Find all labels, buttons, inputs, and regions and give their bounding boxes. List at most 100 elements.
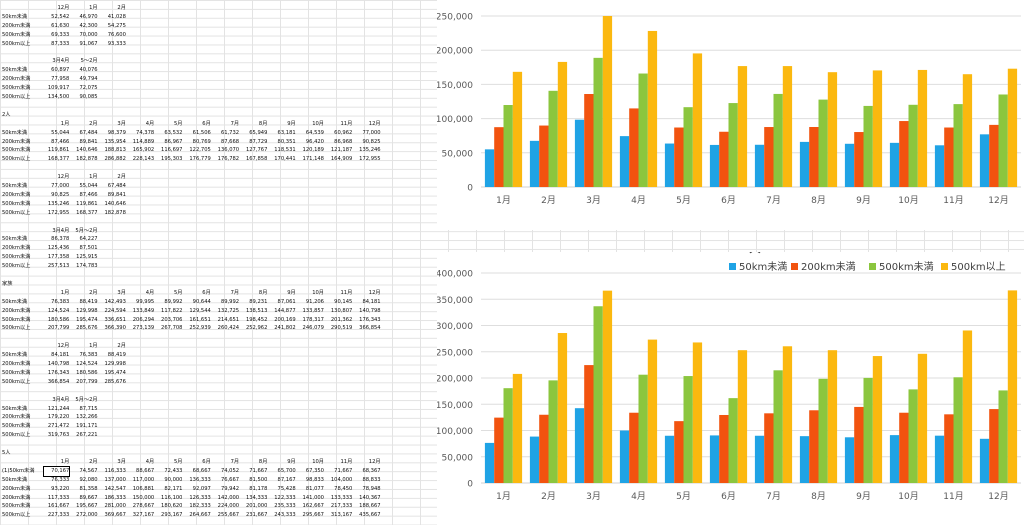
data-cell[interactable]: 8月 [258, 120, 268, 127]
data-cell[interactable]: 140,798 [47, 361, 70, 367]
data-cell[interactable]: 435,667 [359, 512, 381, 519]
data-cell[interactable]: 84,181 [51, 352, 70, 359]
data-cell[interactable]: 167,858 [245, 156, 268, 163]
data-cell[interactable]: 61,732 [220, 129, 240, 136]
row-label-cell[interactable]: 50km未満 [2, 476, 28, 483]
data-cell[interactable]: 84,181 [362, 298, 381, 305]
data-cell[interactable]: 89,231 [249, 298, 268, 305]
data-cell[interactable]: 4月 [145, 458, 155, 465]
data-cell[interactable]: 61,506 [192, 129, 211, 136]
row-label-cell[interactable]: 50km未満 [2, 298, 28, 305]
row-label-cell[interactable]: 50km未満 [2, 67, 28, 74]
data-cell[interactable]: 116,333 [104, 467, 126, 474]
data-cell[interactable]: 69,333 [51, 31, 70, 38]
data-cell[interactable]: 1月 [60, 458, 70, 465]
data-cell[interactable]: 177,358 [47, 254, 70, 261]
data-cell[interactable]: 136,333 [189, 476, 211, 483]
data-cell[interactable]: 76,383 [51, 298, 70, 305]
data-cell[interactable]: 86,968 [334, 138, 353, 145]
data-cell[interactable]: 41,028 [107, 13, 126, 20]
data-cell[interactable]: 252,962 [245, 325, 268, 332]
row-label-cell[interactable]: 500km未満 [2, 31, 31, 38]
row-label-cell[interactable]: 500km以上 [2, 156, 31, 163]
data-cell[interactable]: 12月 [368, 120, 381, 127]
data-cell[interactable]: 64,539 [305, 129, 324, 136]
row-label-cell[interactable]: 500km以上 [2, 512, 31, 519]
data-cell[interactable]: 203,706 [161, 316, 183, 323]
data-cell[interactable]: 88,833 [362, 476, 381, 483]
data-cell[interactable]: 90,145 [334, 298, 353, 305]
data-cell[interactable]: 87,466 [51, 138, 70, 145]
data-cell[interactable]: 5月 [173, 458, 183, 465]
data-cell[interactable]: 70,000 [79, 31, 98, 38]
data-cell[interactable]: 76,667 [220, 476, 240, 483]
data-cell[interactable]: 122,333 [274, 494, 296, 501]
data-cell[interactable]: 74,378 [136, 129, 155, 136]
row-label-cell[interactable]: 200km未満 [2, 414, 31, 421]
data-cell[interactable]: 54,275 [107, 22, 126, 29]
data-cell[interactable]: 217,333 [330, 503, 353, 510]
data-cell[interactable]: 76,383 [79, 352, 98, 359]
chart-top[interactable]: 0 50,000 100,000 150,000 200,000 250,000 1月 2月 3… [437, 0, 1024, 230]
data-cell[interactable]: 91,206 [305, 298, 324, 305]
row-label-cell[interactable]: 500km以上 [2, 94, 31, 100]
data-cell[interactable]: 5月 [173, 120, 183, 127]
data-cell[interactable]: 55,044 [79, 183, 98, 189]
row-label-cell[interactable]: 5人 [2, 450, 11, 456]
data-cell[interactable]: 118,531 [274, 147, 296, 154]
data-cell[interactable]: 231,667 [245, 512, 268, 519]
data-cell[interactable]: 124,524 [76, 361, 98, 367]
data-cell[interactable]: 3月4月 [52, 58, 70, 65]
data-cell[interactable]: 7月 [230, 458, 240, 465]
data-cell[interactable]: 5月〜2月 [75, 227, 98, 234]
data-cell[interactable]: 214,651 [217, 316, 240, 323]
data-cell[interactable]: 98,833 [305, 476, 324, 483]
data-cell[interactable]: 273,139 [132, 325, 155, 332]
row-label-cell[interactable]: 50km未満 [2, 405, 28, 412]
row-label-cell[interactable]: 500km未満 [2, 254, 31, 261]
data-cell[interactable]: 134,333 [245, 494, 268, 501]
data-cell[interactable]: 5〜2月 [80, 58, 98, 65]
data-cell[interactable]: 182,878 [76, 156, 98, 163]
data-cell[interactable]: 88,667 [136, 467, 155, 474]
data-cell[interactable]: 255,667 [217, 512, 240, 519]
data-cell[interactable]: 12月 [368, 458, 381, 465]
data-cell[interactable]: 92,080 [79, 476, 98, 483]
row-label-cell[interactable]: 200km未満 [2, 22, 31, 29]
data-cell[interactable]: 86,967 [164, 138, 183, 145]
data-cell[interactable]: 77,000 [51, 183, 70, 189]
data-cell[interactable]: 87,333 [51, 40, 70, 47]
data-cell[interactable]: 71,667 [334, 467, 353, 474]
data-cell[interactable]: 89,667 [79, 494, 98, 501]
data-cell[interactable]: 87,668 [220, 138, 240, 145]
data-cell[interactable]: 286,882 [104, 156, 126, 163]
data-cell[interactable]: 79,942 [220, 485, 240, 492]
data-cell[interactable]: 49,794 [79, 76, 98, 83]
data-cell[interactable]: 182,878 [104, 209, 126, 216]
data-cell[interactable]: 5月〜2月 [75, 396, 98, 403]
data-cell[interactable]: 137,000 [104, 476, 126, 483]
data-cell[interactable]: 114,889 [132, 138, 155, 145]
data-cell[interactable]: 90,000 [164, 476, 183, 483]
data-cell[interactable]: 90,825 [362, 138, 381, 145]
data-cell[interactable]: 132,266 [76, 414, 98, 421]
data-cell[interactable]: 11月 [340, 458, 353, 465]
data-cell[interactable]: 132,725 [217, 307, 240, 314]
data-cell[interactable]: 80,351 [277, 138, 296, 145]
data-cell[interactable]: 10月 [312, 120, 324, 127]
data-cell[interactable]: 1月 [60, 120, 70, 127]
data-cell[interactable]: 4月 [145, 120, 155, 127]
data-cell[interactable]: 104,000 [330, 476, 353, 483]
data-cell[interactable]: 366,390 [104, 325, 126, 332]
data-cell[interactable]: 161,651 [189, 316, 211, 323]
data-cell[interactable]: 60,897 [51, 67, 70, 74]
data-cell[interactable]: 241,802 [274, 325, 296, 332]
data-cell[interactable]: 11月 [340, 289, 353, 296]
data-cell[interactable]: 366,854 [359, 325, 381, 332]
data-cell[interactable]: 9月 [287, 289, 296, 296]
data-cell[interactable]: 243,333 [274, 512, 296, 519]
data-cell[interactable]: 281,000 [104, 503, 126, 510]
data-cell[interactable]: 1月 [89, 5, 98, 11]
data-cell[interactable]: 6月 [202, 120, 211, 127]
data-cell[interactable]: 271,472 [47, 423, 70, 430]
